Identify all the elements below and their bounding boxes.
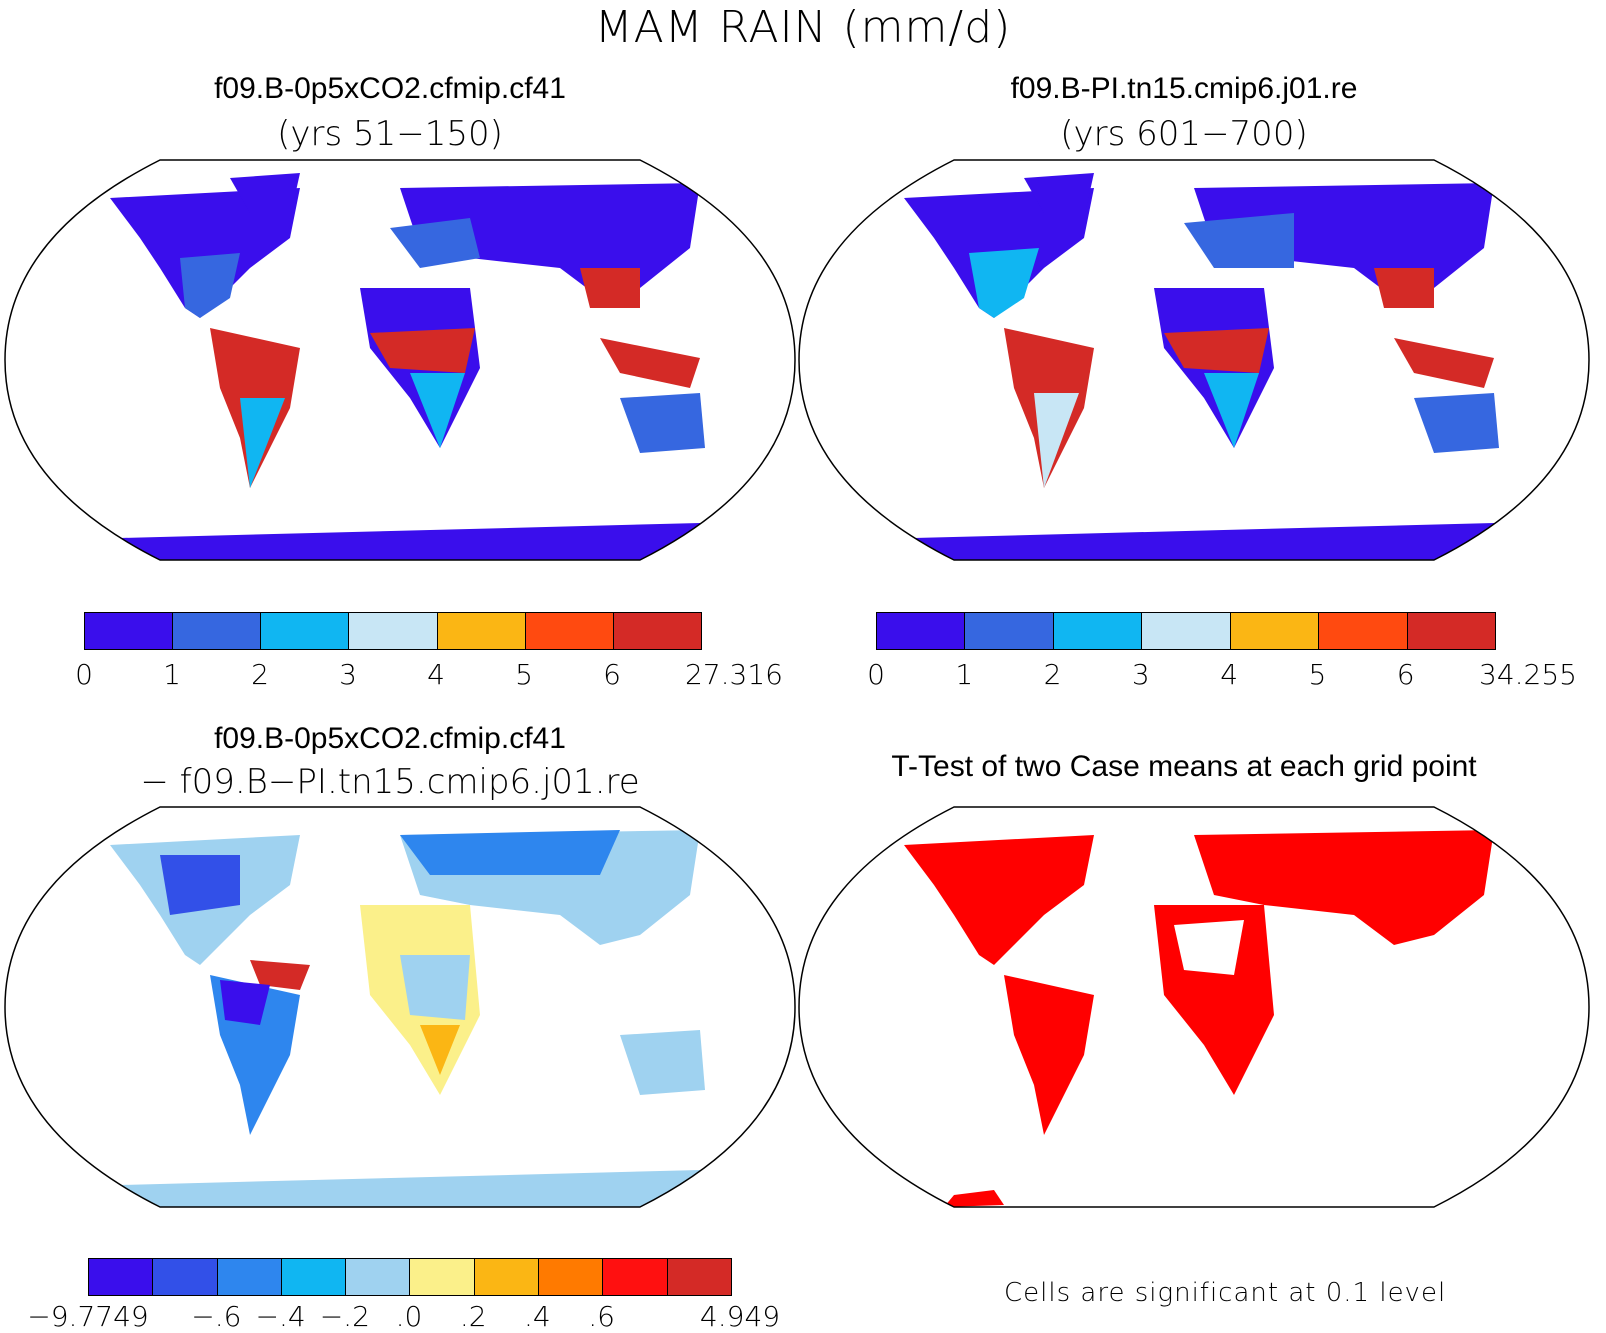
north-america-east	[160, 855, 240, 915]
colorbar-1-cell	[349, 613, 438, 649]
colorbar-1-tick-label: 1	[163, 658, 181, 691]
colorbar-1-tick-label: 0	[75, 658, 93, 691]
greenland	[1024, 173, 1094, 218]
panel-2-title: f09.B-PI.tn15.cmip6.j01.re	[1010, 72, 1358, 105]
colorbar-2-tick-label: 5	[1308, 658, 1327, 691]
panel-3-subtitle: − f09.B−PI.tn15.cmip6.j01.re	[140, 762, 640, 802]
colorbar-1-tick-label: 2	[251, 658, 269, 691]
colorbar-1-cell	[261, 613, 350, 649]
colorbar-1-tick-label: 6	[603, 658, 621, 691]
colorbar-3	[88, 1258, 732, 1296]
figure-title: MAM RAIN (mm/d)	[594, 2, 1012, 53]
north-america-east-wet	[969, 248, 1039, 318]
colorbar-2-tick-label: 3	[1131, 658, 1150, 691]
colorbar-3-tick-label: .6	[588, 1300, 615, 1333]
north-america	[904, 835, 1094, 965]
panel-1-title: f09.B-0p5xCO2.cfmip.cf41	[214, 72, 566, 105]
colorbar-2-cell	[877, 613, 966, 649]
colorbar-2-tick-label: 34.255	[1479, 658, 1577, 691]
panel-2-subtitle: (yrs 601−700)	[1060, 114, 1308, 154]
colorbar-3-cell	[89, 1259, 154, 1295]
east-asia-wet	[580, 268, 640, 308]
europe-wet	[1184, 213, 1294, 268]
colorbar-3-tick-label: .4	[524, 1300, 551, 1333]
colorbar-2-tick-label: 1	[955, 658, 974, 691]
south-america-south	[1034, 393, 1079, 488]
antarctica	[914, 523, 1494, 560]
colorbar-3-tick-label: .0	[395, 1300, 423, 1333]
colorbar-2-cell	[1407, 613, 1495, 649]
colorbar-1-cell	[173, 613, 262, 649]
map-panel-4	[798, 806, 1590, 1208]
colorbar-1-cell	[437, 613, 526, 649]
africa-tropics	[1164, 328, 1269, 373]
colorbar-3-cell	[539, 1259, 604, 1295]
colorbar-1-tick-label: 5	[515, 658, 533, 691]
panel-3-title: f09.B-0p5xCO2.cfmip.cf41	[214, 722, 566, 755]
amazon-west	[220, 980, 270, 1025]
map-panel-2	[798, 159, 1590, 561]
colorbar-2-tick-label: 6	[1396, 658, 1415, 691]
east-asia-wet	[1374, 268, 1434, 308]
colorbar-1-cell	[613, 613, 701, 649]
map-panel-3	[4, 806, 796, 1208]
panel-1-subtitle: (yrs 51−150)	[277, 114, 503, 154]
colorbar-3-tick-label: −.4	[255, 1300, 306, 1333]
colorbar-3-tick-label: .2	[459, 1300, 487, 1333]
antarctica-spots	[944, 1190, 1004, 1207]
north-america	[110, 188, 300, 318]
south-africa	[420, 1025, 460, 1075]
eurasia-north	[400, 830, 620, 875]
south-africa	[410, 373, 465, 448]
colorbar-3-cell	[346, 1259, 411, 1295]
colorbar-2-tick-label: 4	[1220, 658, 1239, 691]
map-panel-1	[4, 159, 796, 561]
colorbar-3-cell	[153, 1259, 218, 1295]
north-america-east-wet	[180, 253, 240, 318]
colorbar-2-cell	[1053, 613, 1143, 649]
south-africa	[1204, 373, 1259, 448]
colorbar-3-cell	[281, 1259, 347, 1295]
africa-nonsig	[1174, 920, 1244, 975]
africa-tropics	[370, 328, 475, 373]
colorbar-3-tick-label: −.6	[191, 1300, 242, 1333]
australia	[1414, 393, 1499, 453]
maritime-continent	[1394, 338, 1494, 388]
australia	[620, 393, 705, 453]
colorbar-3-cell	[474, 1259, 540, 1295]
antarctica	[120, 523, 700, 560]
africa-central	[400, 955, 470, 1020]
colorbar-1-tick-label: 3	[339, 658, 357, 691]
colorbar-2-tick-label: 0	[867, 658, 885, 691]
colorbar-2-cell	[965, 613, 1054, 649]
colorbar-3-cell	[667, 1259, 731, 1295]
south-america-south	[240, 398, 285, 488]
colorbar-3-tick-label: 4.949	[699, 1300, 781, 1333]
colorbar-1-tick-label: 4	[427, 658, 445, 691]
colorbar-3-cell	[603, 1259, 668, 1295]
eurasia	[1194, 830, 1494, 945]
europe-wet	[390, 218, 480, 268]
south-america	[1004, 975, 1094, 1135]
colorbar-1-cell	[85, 613, 174, 649]
colorbar-1-tick-label: 27.316	[685, 658, 783, 691]
colorbar-1-cell	[525, 613, 614, 649]
colorbar-3-cell	[217, 1259, 282, 1295]
colorbar-3-tick-label: −.2	[319, 1300, 370, 1333]
antarctica	[120, 1170, 700, 1207]
colorbar-2-cell	[1230, 613, 1320, 649]
colorbar-2-cell	[1142, 613, 1231, 649]
greenland	[230, 173, 300, 218]
colorbar-1	[84, 612, 702, 650]
colorbar-3-tick-label: −9.7749	[27, 1300, 149, 1333]
colorbar-3-cell	[410, 1259, 475, 1295]
amazon-north	[250, 960, 310, 990]
maritime-continent	[600, 338, 700, 388]
colorbar-2-cell	[1319, 613, 1408, 649]
colorbar-2-tick-label: 2	[1043, 658, 1062, 691]
panel-4-title: T-Test of two Case means at each grid po…	[891, 750, 1477, 783]
colorbar-2	[876, 612, 1496, 650]
australia	[620, 1030, 705, 1095]
significance-note: Cells are significant at 0.1 level	[1004, 1278, 1447, 1308]
